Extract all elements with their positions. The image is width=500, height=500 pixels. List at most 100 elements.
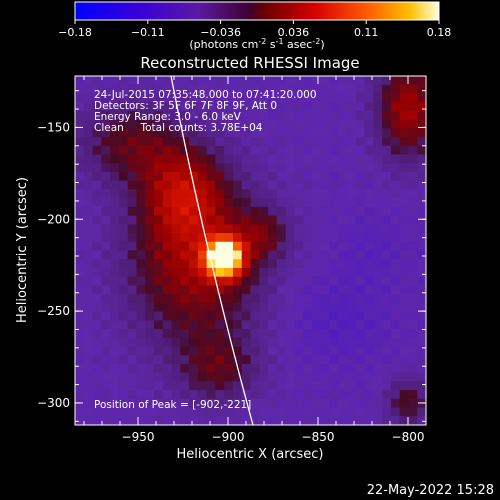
heat-cell (347, 416, 357, 425)
heat-cell (355, 206, 366, 217)
heat-cell (355, 320, 366, 330)
heat-cell (171, 224, 181, 234)
heat-cell (189, 320, 199, 330)
heat-cell (373, 407, 383, 417)
heat-cell (399, 137, 409, 147)
heat-cell (373, 163, 383, 173)
heat-cell (171, 416, 181, 425)
heat-cell (399, 407, 409, 417)
heat-cell (399, 171, 409, 182)
heat-cell (329, 93, 339, 103)
heat-cell (311, 285, 322, 295)
heat-cell (347, 250, 357, 260)
heat-cell (101, 198, 111, 208)
heat-cell (189, 407, 199, 417)
heat-cell (197, 311, 208, 321)
heat-cell (250, 250, 260, 260)
heat-cell (162, 189, 173, 199)
heat-cell (197, 381, 208, 391)
heat-cell (320, 398, 330, 409)
heat-cell (303, 84, 313, 94)
heat-cell (303, 163, 313, 173)
heat-cell (276, 346, 287, 356)
heat-cell (241, 381, 251, 391)
heat-cell (224, 128, 234, 138)
heat-cell (110, 102, 120, 112)
heat-cell (224, 224, 234, 234)
colorbar-tick-label: −0.036 (200, 26, 241, 39)
heat-cell (189, 346, 199, 356)
heat-cell (311, 398, 322, 409)
heat-cell (408, 372, 418, 382)
heat-cell (382, 337, 392, 347)
heat-cell (303, 137, 313, 147)
heat-cell (311, 76, 322, 86)
heat-cell (206, 224, 216, 234)
heat-cell (417, 215, 426, 225)
heat-cell (250, 267, 260, 278)
heat-cell (92, 189, 102, 199)
heat-cell (268, 285, 278, 295)
heat-cell (180, 119, 190, 129)
heat-cell (101, 285, 111, 295)
heat-cell (145, 398, 155, 409)
heat-cell (127, 390, 137, 400)
heat-cell (338, 355, 348, 365)
heat-cell (180, 259, 190, 269)
heat-cell (390, 84, 401, 94)
heat-cell (268, 180, 278, 190)
heat-cell (373, 294, 383, 304)
heat-cell (110, 320, 120, 330)
heat-cell (206, 154, 216, 164)
heat-cell (390, 381, 401, 391)
heat-cell (294, 145, 304, 156)
heat-cell (259, 110, 269, 121)
heat-cell (136, 311, 146, 321)
heat-cell (110, 390, 120, 400)
heat-cell (399, 189, 409, 199)
heat-cell (355, 119, 366, 129)
heat-cell (338, 76, 348, 86)
heat-cell (180, 84, 190, 94)
heat-cell (153, 241, 164, 251)
heat-cell (347, 329, 357, 339)
heat-cell (311, 137, 322, 147)
heat-cell (101, 381, 111, 391)
heat-cell (250, 407, 260, 417)
heat-cell (215, 416, 225, 425)
heat-cell (311, 93, 322, 103)
heat-cell (189, 416, 199, 425)
heat-cell (338, 267, 348, 278)
heat-cell (311, 128, 322, 138)
heat-cell (285, 145, 295, 156)
heat-cell (285, 189, 295, 199)
heat-cell (224, 302, 234, 313)
heat-cell (136, 250, 146, 260)
heat-cell (294, 171, 304, 182)
heat-cell (347, 355, 357, 365)
heat-cell (197, 180, 208, 190)
heat-cell (92, 224, 102, 234)
heat-cell (382, 355, 392, 365)
heat-cell (224, 180, 234, 190)
heat-cell (145, 267, 155, 278)
heat-cell (390, 407, 401, 417)
heat-cell (224, 215, 234, 225)
heat-cell (303, 355, 313, 365)
heat-cell (250, 224, 260, 234)
heat-cell (241, 355, 251, 365)
heat-cell (311, 267, 322, 278)
heat-cell (268, 128, 278, 138)
heat-cell (390, 198, 401, 208)
heat-cell (417, 372, 426, 382)
heat-cell (189, 154, 199, 164)
heat-cell (118, 250, 129, 260)
heat-cell (206, 163, 216, 173)
heat-cell (206, 311, 216, 321)
heat-cell (180, 337, 190, 347)
heat-cell (382, 93, 392, 103)
heat-cell (303, 372, 313, 382)
heat-cell (250, 102, 260, 112)
heat-cell (294, 363, 304, 374)
heat-cell (320, 84, 330, 94)
